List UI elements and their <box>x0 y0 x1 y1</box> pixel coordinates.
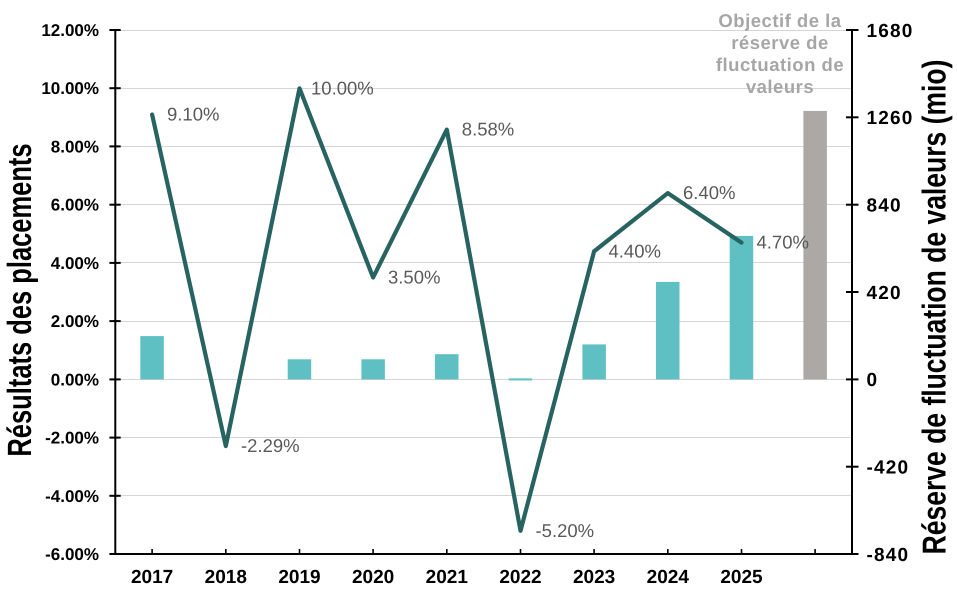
svg-text:2019: 2019 <box>278 567 320 588</box>
svg-text:-420: -420 <box>867 458 910 479</box>
svg-text:2017: 2017 <box>131 567 173 588</box>
svg-text:840: 840 <box>867 196 902 217</box>
svg-text:2021: 2021 <box>426 567 469 588</box>
svg-text:réserve de: réserve de <box>731 32 829 53</box>
svg-text:8.00%: 8.00% <box>51 137 99 156</box>
svg-text:0: 0 <box>867 370 879 391</box>
svg-text:4.00%: 4.00% <box>51 254 99 273</box>
svg-text:2020: 2020 <box>352 567 394 588</box>
svg-text:10.00%: 10.00% <box>41 79 99 98</box>
svg-text:0.00%: 0.00% <box>51 370 99 389</box>
svg-text:2023: 2023 <box>573 567 615 588</box>
svg-text:2024: 2024 <box>647 567 690 588</box>
svg-text:6.40%: 6.40% <box>683 182 735 203</box>
svg-text:6.00%: 6.00% <box>51 196 99 215</box>
svg-text:-2.29%: -2.29% <box>241 435 300 456</box>
svg-text:Résultats des placements: Résultats des placements <box>2 143 39 456</box>
svg-text:1680: 1680 <box>867 21 914 42</box>
svg-text:-5.20%: -5.20% <box>536 520 595 541</box>
svg-text:valeurs: valeurs <box>746 76 814 97</box>
svg-text:-4.00%: -4.00% <box>45 487 99 506</box>
svg-text:2.00%: 2.00% <box>51 312 99 331</box>
svg-text:1260: 1260 <box>867 108 914 129</box>
svg-text:-840: -840 <box>867 545 910 566</box>
svg-text:-2.00%: -2.00% <box>45 429 99 448</box>
svg-text:-6.00%: -6.00% <box>45 545 99 564</box>
svg-text:Réserve de fluctuation de vale: Réserve de fluctuation de valeurs (mio) <box>916 60 954 555</box>
svg-text:2022: 2022 <box>499 567 541 588</box>
svg-text:fluctuation de: fluctuation de <box>716 54 844 75</box>
svg-text:2025: 2025 <box>720 567 763 588</box>
svg-text:4.40%: 4.40% <box>609 240 661 261</box>
svg-text:3.50%: 3.50% <box>388 267 440 288</box>
svg-text:8.58%: 8.58% <box>462 119 514 140</box>
svg-text:12.00%: 12.00% <box>41 21 99 40</box>
svg-text:9.10%: 9.10% <box>167 104 219 125</box>
svg-text:Objectif de la: Objectif de la <box>718 10 841 31</box>
svg-text:420: 420 <box>867 283 902 304</box>
svg-text:2018: 2018 <box>205 567 247 588</box>
svg-text:4.70%: 4.70% <box>757 232 809 253</box>
svg-text:10.00%: 10.00% <box>311 77 374 98</box>
